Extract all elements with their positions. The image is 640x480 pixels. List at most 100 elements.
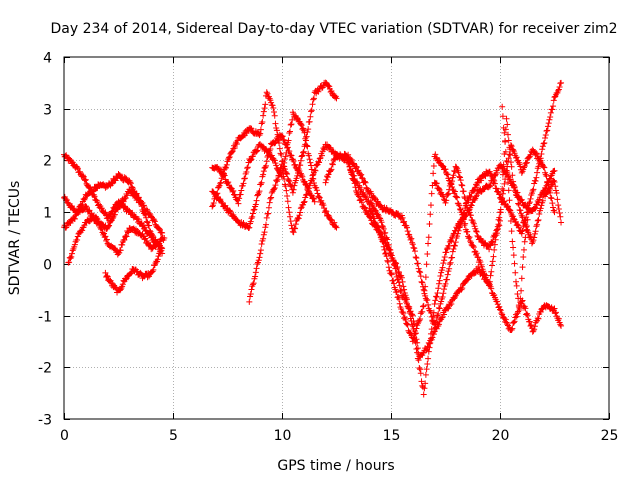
data-point <box>509 325 516 332</box>
data-point <box>266 199 273 206</box>
data-point <box>225 154 232 161</box>
data-point <box>268 99 275 106</box>
data-point <box>533 150 540 157</box>
data-point <box>386 267 393 274</box>
data-point <box>395 296 402 303</box>
data-point <box>289 228 296 235</box>
data-point <box>497 209 504 216</box>
data-point <box>309 101 316 108</box>
data-point <box>521 238 528 245</box>
data-point <box>521 163 528 170</box>
data-point <box>396 300 403 307</box>
data-point <box>406 329 413 336</box>
data-point <box>270 104 277 111</box>
data-point <box>385 258 392 265</box>
data-point <box>161 235 168 241</box>
data-point <box>310 95 317 102</box>
data-point <box>504 173 511 180</box>
data-point <box>237 191 244 198</box>
data-point <box>278 164 285 171</box>
data-point <box>426 221 433 228</box>
data-point <box>144 219 151 226</box>
data-point <box>534 221 541 228</box>
data-point <box>503 319 510 326</box>
data-point <box>496 222 503 229</box>
data-point <box>210 199 217 206</box>
data-point <box>412 330 419 337</box>
data-point <box>425 240 432 247</box>
data-point <box>518 196 525 203</box>
data-point <box>395 210 402 217</box>
data-point <box>117 247 124 254</box>
data-point <box>436 157 443 164</box>
data-point <box>119 241 126 248</box>
data-point <box>103 237 110 244</box>
data-point <box>136 199 143 206</box>
data-point <box>510 213 517 220</box>
data-point <box>460 188 467 195</box>
data-point <box>284 144 291 151</box>
data-point <box>506 197 513 204</box>
data-point <box>308 107 315 114</box>
data-point <box>72 212 79 219</box>
data-point <box>301 178 308 185</box>
data-point <box>531 148 538 155</box>
data-point <box>424 361 431 368</box>
data-point <box>142 227 149 234</box>
data-point <box>462 195 469 202</box>
data-point <box>535 315 542 322</box>
data-point <box>318 197 325 204</box>
data-point <box>117 201 124 208</box>
data-point <box>383 253 390 260</box>
data-point <box>149 232 156 239</box>
data-point <box>526 199 533 206</box>
data-point <box>406 305 413 312</box>
data-series <box>499 103 532 314</box>
data-point <box>412 339 419 346</box>
data-point <box>540 163 547 170</box>
data-point <box>123 233 130 240</box>
data-point <box>523 311 530 318</box>
data-point <box>417 269 424 276</box>
data-point <box>127 179 134 186</box>
data-point <box>272 182 279 189</box>
data-point <box>508 163 515 170</box>
data-point <box>540 140 547 147</box>
data-point <box>267 145 274 152</box>
data-point <box>414 345 421 352</box>
plot-frame <box>63 56 610 420</box>
data-point <box>230 187 237 194</box>
data-point <box>525 209 532 216</box>
data-point <box>425 348 432 355</box>
data-point <box>135 194 142 201</box>
data-point <box>267 195 274 202</box>
data-point <box>512 269 519 276</box>
data-point <box>541 164 548 171</box>
data-point <box>323 208 330 215</box>
data-point <box>263 162 270 169</box>
data-point <box>109 215 116 222</box>
data-point <box>86 184 93 191</box>
data-point <box>307 180 314 187</box>
data-point <box>382 249 389 256</box>
data-point <box>440 260 447 267</box>
data-point <box>425 355 432 362</box>
data-point <box>426 344 433 351</box>
y-tick-label: 3 <box>43 103 52 119</box>
data-point <box>547 109 554 116</box>
data-point <box>551 179 558 186</box>
data-series <box>366 151 565 345</box>
data-point <box>392 259 399 266</box>
data-point <box>417 310 424 317</box>
data-point <box>263 158 270 165</box>
data-point <box>551 209 558 216</box>
data-point <box>552 309 559 316</box>
data-point <box>332 156 339 163</box>
data-point <box>530 237 537 244</box>
data-point <box>491 246 498 253</box>
data-point <box>303 142 310 149</box>
data-point <box>520 246 527 253</box>
data-point <box>257 126 264 133</box>
data-point <box>555 205 562 212</box>
data-point <box>233 140 240 147</box>
